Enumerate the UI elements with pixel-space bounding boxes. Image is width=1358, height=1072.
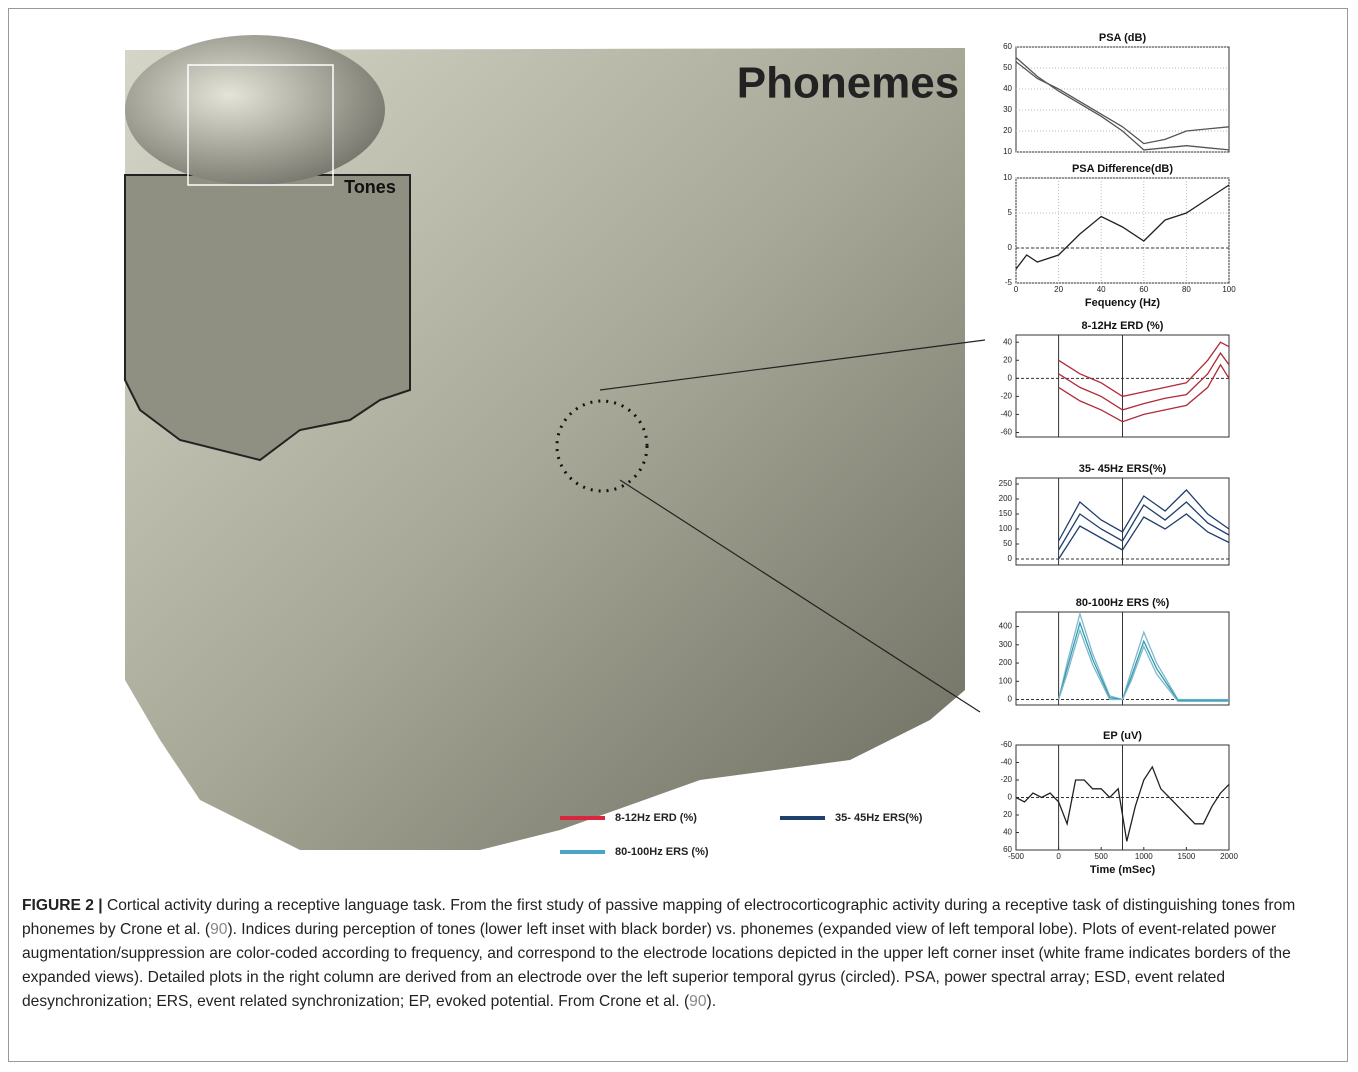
figure: Phonemes Tones 8-12Hz ERD (%) 35- 45Hz ER… bbox=[0, 0, 1358, 890]
y-tick-label: 200 bbox=[999, 494, 1013, 503]
y-tick-label: -5 bbox=[1005, 278, 1013, 287]
y-tick-label: 150 bbox=[999, 509, 1013, 518]
x-tick-label: 500 bbox=[1095, 852, 1109, 861]
y-tick-label: 30 bbox=[1003, 105, 1012, 114]
y-tick-label: 400 bbox=[999, 622, 1013, 631]
inset-label: Tones bbox=[344, 177, 396, 197]
chart-title: 35- 45Hz ERS(%) bbox=[1079, 463, 1167, 475]
y-tick-label: 20 bbox=[1003, 355, 1012, 364]
y-tick-label: -40 bbox=[1000, 410, 1012, 419]
x-tick-label: 2000 bbox=[1220, 852, 1238, 861]
y-tick-label: 100 bbox=[999, 524, 1013, 533]
caption: FIGURE 2 | Cortical activity during a re… bbox=[22, 894, 1340, 1014]
y-tick-label: 10 bbox=[1003, 147, 1012, 156]
y-tick-label: -60 bbox=[1000, 428, 1012, 437]
y-tick-label: -60 bbox=[1000, 740, 1012, 749]
y-tick-label: 20 bbox=[1003, 810, 1012, 819]
y-tick-label: 20 bbox=[1003, 126, 1012, 135]
reference: 90 bbox=[689, 993, 706, 1010]
x-tick-label: 80 bbox=[1182, 285, 1191, 294]
y-tick-label: -20 bbox=[1000, 391, 1012, 400]
brain-inset bbox=[125, 35, 385, 185]
x-tick-label: 1500 bbox=[1178, 852, 1196, 861]
y-tick-label: 10 bbox=[1003, 173, 1012, 182]
chart-title: PSA Difference(dB) bbox=[1072, 163, 1173, 175]
x-tick-label: 0 bbox=[1014, 285, 1019, 294]
x-tick-label: 1000 bbox=[1135, 852, 1153, 861]
y-tick-label: 40 bbox=[1003, 337, 1012, 346]
chart-title: EP (uV) bbox=[1103, 730, 1142, 742]
y-tick-label: 0 bbox=[1008, 793, 1013, 802]
legend-label: 8-12Hz ERD (%) bbox=[615, 812, 697, 824]
y-tick-label: -20 bbox=[1000, 775, 1012, 784]
caption-label: FIGURE 2 | bbox=[22, 897, 103, 914]
x-tick-label: -500 bbox=[1008, 852, 1025, 861]
reference: 90 bbox=[210, 921, 227, 938]
caption-text: ). bbox=[707, 993, 717, 1010]
y-tick-label: 60 bbox=[1003, 42, 1012, 51]
legend-label: 80-100Hz ERS (%) bbox=[615, 846, 709, 858]
y-tick-label: 200 bbox=[999, 658, 1013, 667]
x-axis-label: Time (mSec) bbox=[1090, 864, 1156, 876]
y-tick-label: 0 bbox=[1008, 243, 1013, 252]
chart-title: PSA (dB) bbox=[1099, 32, 1147, 44]
x-tick-label: 40 bbox=[1097, 285, 1106, 294]
y-tick-label: 5 bbox=[1008, 208, 1013, 217]
x-tick-label: 0 bbox=[1056, 852, 1061, 861]
chart-title: 80-100Hz ERS (%) bbox=[1076, 597, 1170, 609]
y-tick-label: 250 bbox=[999, 479, 1013, 488]
y-tick-label: 300 bbox=[999, 640, 1013, 649]
y-tick-label: 100 bbox=[999, 676, 1013, 685]
y-tick-label: 0 bbox=[1008, 554, 1013, 563]
x-tick-label: 100 bbox=[1222, 285, 1236, 294]
plot-frame bbox=[1016, 178, 1229, 283]
y-tick-label: 0 bbox=[1008, 695, 1013, 704]
plot-frame bbox=[1016, 47, 1229, 152]
y-tick-label: 0 bbox=[1008, 373, 1013, 382]
x-tick-label: 20 bbox=[1054, 285, 1063, 294]
chart-title: 8-12Hz ERD (%) bbox=[1082, 320, 1164, 332]
y-tick-label: 50 bbox=[1003, 539, 1012, 548]
y-tick-label: -40 bbox=[1000, 758, 1012, 767]
figure-title: Phonemes bbox=[737, 59, 960, 108]
x-tick-label: 60 bbox=[1139, 285, 1148, 294]
y-tick-label: 50 bbox=[1003, 63, 1012, 72]
legend-label: 35- 45Hz ERS(%) bbox=[835, 812, 923, 824]
x-axis-label: Fequency (Hz) bbox=[1085, 297, 1161, 309]
y-tick-label: 40 bbox=[1003, 84, 1012, 93]
y-tick-label: 40 bbox=[1003, 828, 1012, 837]
